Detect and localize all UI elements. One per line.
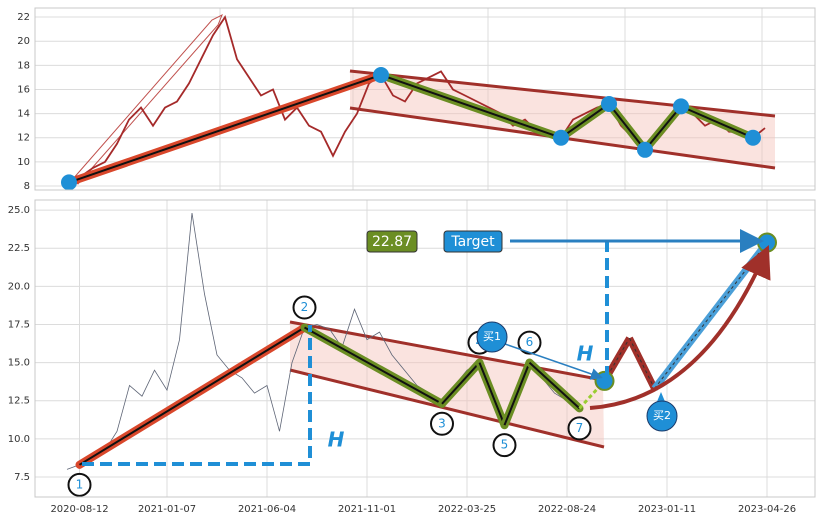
x-tick-label: 2021-06-04	[238, 504, 296, 515]
y-tick-label: 12.5	[8, 396, 30, 407]
pivot-segment-core	[560, 103, 610, 139]
y-tick-label: 20	[17, 36, 30, 47]
pivot-dot	[637, 141, 653, 158]
pivot-dot	[61, 174, 77, 191]
grid-layer	[35, 8, 815, 497]
pivot-label-ring	[292, 295, 317, 320]
pivot-label-ring	[517, 330, 542, 355]
pivot-segment-core	[644, 105, 682, 151]
h-label: H	[577, 342, 594, 366]
x-tick-label: 2023-04-26	[738, 504, 796, 515]
pivot-segment-core	[478, 362, 506, 426]
pivot-label: 5	[501, 438, 509, 452]
pivot-dot	[601, 95, 617, 112]
top-channel	[350, 71, 775, 168]
pivot-label-ring	[67, 472, 92, 497]
projection-core	[654, 242, 768, 389]
x-tick-label: 2022-03-25	[438, 504, 496, 515]
buy-pointer	[504, 343, 603, 380]
y-tick-label: 12	[17, 133, 30, 144]
pivot-segment-core	[680, 105, 754, 139]
pivot-label: 3	[438, 416, 446, 430]
pivot-label-ring	[567, 416, 592, 441]
pivot-label: 6	[526, 335, 534, 349]
h-label: H	[328, 428, 345, 452]
projection-dot	[757, 232, 777, 253]
pivot-label: 1	[76, 477, 84, 491]
height-guide	[82, 325, 312, 466]
pivot-segment-core	[528, 361, 581, 410]
pivot-segment-core	[68, 74, 382, 184]
x-tick-label: 2023-01-11	[638, 504, 696, 515]
pivot-label: 2	[301, 300, 309, 314]
top-plot-area	[35, 8, 815, 190]
buy-bubble	[476, 321, 508, 353]
frame	[34, 199, 816, 498]
buy-label: 买2	[653, 409, 671, 422]
y-tick-label: 17.5	[8, 319, 30, 330]
y-tick-label: 22.5	[8, 243, 30, 254]
x-tick-label: 2021-01-07	[138, 504, 196, 515]
bottom-channel	[290, 322, 604, 447]
channel-line	[289, 320, 604, 382]
projection-dot	[594, 370, 615, 391]
channel-line	[349, 69, 776, 118]
data-layer: 1234567	[61, 14, 777, 497]
y-tick-label: 8	[24, 181, 30, 192]
pivot-dot	[553, 129, 569, 146]
buy-bubble	[646, 400, 678, 432]
target-value: 22.87	[372, 234, 412, 250]
y-tick-label: 25.0	[8, 205, 30, 216]
target-label: Target	[450, 234, 495, 250]
annotations: H H 22.87 Target 买1 买2	[82, 229, 771, 466]
pivot-segment-core	[380, 74, 562, 139]
x-tick-label: 2022-08-24	[538, 504, 596, 515]
y-tick-label: 7.5	[14, 472, 30, 483]
pivot-segment-core	[304, 326, 443, 405]
y-tick-label: 15.0	[8, 358, 30, 369]
y-tick-label: 10.0	[8, 434, 30, 445]
pivot-label-ring	[430, 411, 454, 436]
pivot-label: 7	[576, 421, 584, 435]
y-tick-label: 14	[17, 109, 30, 120]
pivot-dot	[745, 129, 761, 146]
y-tick-label: 20.0	[8, 281, 30, 292]
x-tick-label: 2021-11-01	[338, 504, 396, 515]
pivot-label-ring	[492, 433, 517, 458]
value-box	[366, 230, 418, 253]
buy-label: 买1	[483, 330, 501, 343]
pivot-segment-core	[78, 326, 306, 466]
curve-arrow	[589, 245, 771, 410]
x-tick-label: 2020-08-12	[50, 504, 108, 515]
y-tick-label: 22	[17, 12, 30, 23]
pivot-segment-core	[503, 362, 531, 426]
pivot-segment-core	[608, 103, 646, 151]
y-tick-label: 10	[17, 157, 30, 168]
pivot-dot	[673, 98, 689, 115]
pivot-segment-core	[441, 361, 481, 405]
channel-line	[289, 368, 605, 449]
y-tick-label: 18	[17, 60, 30, 71]
projection-segment	[626, 336, 658, 391]
frame	[34, 7, 816, 191]
y-tick-label: 16	[17, 84, 30, 95]
pivot-dot	[373, 66, 389, 83]
target-box	[443, 230, 503, 253]
